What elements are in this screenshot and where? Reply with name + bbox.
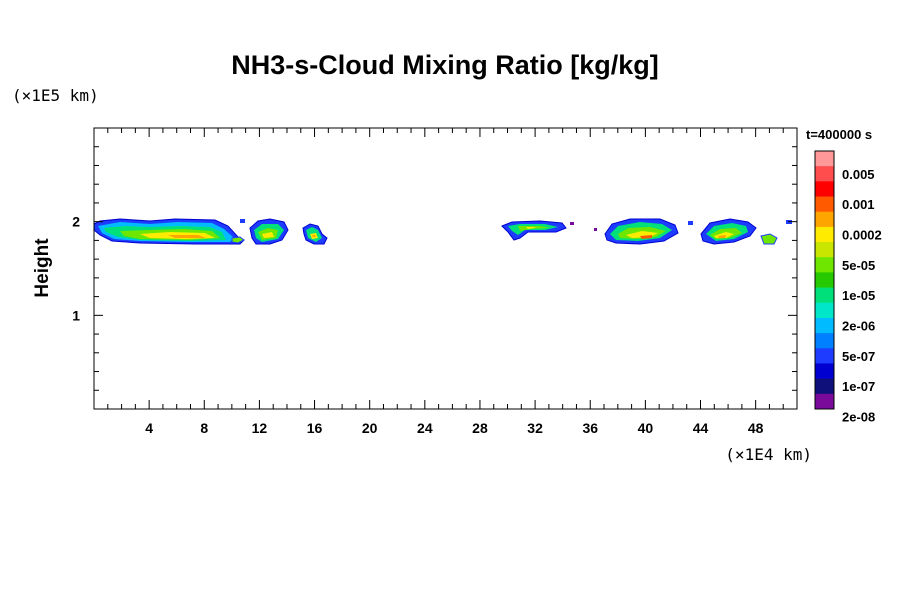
- cloud-blob-1-tail: [231, 236, 245, 244]
- colorbar-swatch: [815, 196, 834, 213]
- colorbar-swatch: [815, 393, 834, 410]
- x-tick-label: 24: [417, 420, 433, 436]
- colorbar-frame: [814, 150, 835, 410]
- colorbar-swatch: [815, 333, 834, 349]
- cloud-blob-5-orange: [640, 235, 652, 239]
- colorbar-swatch: [815, 181, 834, 197]
- x-tick-label: 8: [200, 420, 208, 436]
- x-tick-label: 12: [252, 420, 268, 436]
- y-axis-label: Height: [32, 238, 53, 298]
- x-tick-label: 4: [145, 420, 153, 436]
- x-tick-label: 20: [362, 420, 378, 436]
- x-tick-label: 16: [307, 420, 323, 436]
- cloud-blob-6-orange: [718, 235, 726, 238]
- cloud-blob-3-orange: [312, 235, 316, 237]
- colorbar: 0.005 0.001 0.0002 5e-05 1e-05 2e-06 5e-07 1e-0…: [814, 150, 882, 425]
- colorbar-label: 2e-06: [842, 319, 875, 334]
- x-tick-label: 32: [527, 420, 543, 436]
- colorbar-label: 5e-05: [842, 258, 875, 273]
- colorbar-label: 2e-08: [842, 410, 875, 425]
- colorbar-swatch: [815, 166, 834, 182]
- cloud-blob-2-yellow: [262, 232, 274, 238]
- y-unit-label: (×1E5 km): [12, 86, 99, 105]
- cloud-blob-4-yellow: [526, 227, 536, 229]
- colorbar-swatch: [815, 272, 834, 288]
- cloud-speck-3: [594, 228, 597, 231]
- colorbar-swatch: [815, 257, 834, 273]
- colorbar-swatch: [815, 378, 834, 395]
- colorbar-label: 1e-05: [842, 288, 875, 303]
- cloud-blob-4-green: [518, 226, 550, 231]
- cloud-field: [93, 218, 792, 245]
- colorbar-swatch: [815, 363, 834, 380]
- colorbar-label: 0.001: [842, 197, 875, 212]
- plot-frame: [93, 127, 798, 410]
- x-tick-label: 48: [748, 420, 764, 436]
- cloud-blob-6-tail: [760, 233, 778, 245]
- x-unit-label: (×1E4 km): [725, 445, 812, 464]
- colorbar-swatch: [815, 151, 834, 167]
- cloud-speck-1: [240, 219, 245, 223]
- colorbar-swatch: [815, 242, 834, 258]
- cloud-speck-2: [570, 222, 574, 225]
- y-tick-label: 1: [72, 307, 80, 323]
- colorbar-swatch: [815, 287, 834, 304]
- chart-title: NH3-s-Cloud Mixing Ratio [kg/kg]: [231, 50, 659, 80]
- colorbar-swatch: [815, 211, 834, 228]
- cloud-speck-4: [688, 221, 693, 225]
- colorbar-swatch: [815, 317, 834, 334]
- x-tick-label: 40: [638, 420, 654, 436]
- colorbar-swatch: [815, 348, 834, 364]
- x-tick-label: 28: [472, 420, 488, 436]
- colorbar-swatch: [815, 302, 834, 319]
- colorbar-label: 0.0002: [842, 228, 882, 243]
- y-tick-label: 2: [72, 214, 80, 230]
- colorbar-swatch: [815, 226, 834, 243]
- cloud-blob-1-orange: [168, 235, 206, 238]
- x-tick-label: 44: [693, 420, 709, 436]
- time-label: t=400000 s: [806, 127, 872, 142]
- x-tick-label: 36: [582, 420, 598, 436]
- colorbar-label: 1e-07: [842, 379, 875, 394]
- colorbar-label: 5e-07: [842, 349, 875, 364]
- colorbar-label: 0.005: [842, 167, 875, 182]
